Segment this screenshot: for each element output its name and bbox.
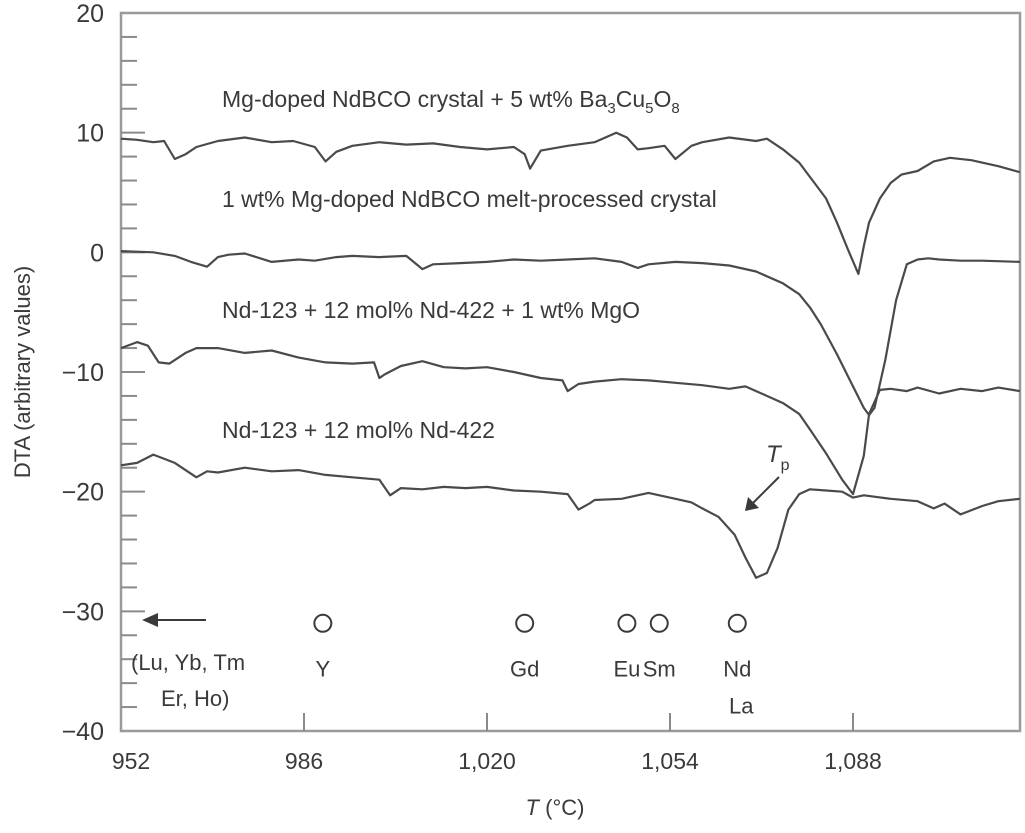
element-marker-eu — [617, 613, 637, 633]
element-label: Sm — [643, 656, 676, 681]
axis-labels: DTA (arbitrary values) T (°C) — [10, 266, 584, 820]
y-tick-label: 0 — [90, 239, 104, 267]
series-label-ba3cu5o8: Mg-doped NdBCO crystal + 5 wt% Ba3Cu5O8 — [222, 86, 680, 117]
element-label: La — [729, 693, 754, 718]
axis-ticks: 20 10 0 −10 −20 −30 −40 952 986 1,020 1,054 1,088 — [62, 0, 882, 774]
plot-axes — [119, 11, 1022, 733]
y-tick-label: −20 — [62, 479, 104, 507]
series-label-nd422: Nd-123 + 12 mol% Nd-422 — [222, 417, 495, 443]
y-tick-label: −40 — [62, 718, 104, 746]
annotations: Tp (Lu, Yb, Tm Er, Ho) — [131, 441, 790, 711]
y-tick-label: 10 — [76, 120, 104, 148]
lanthanide-note-line1: (Lu, Yb, Tm — [131, 650, 245, 675]
y-axis-label: DTA (arbitrary values) — [10, 266, 35, 478]
x-axis-label: T (°C) — [526, 795, 585, 820]
dta-curves — [120, 131, 1021, 579]
element-label: Eu — [613, 656, 640, 681]
element-marker-y — [313, 613, 333, 633]
element-marker-gd — [515, 613, 535, 633]
series-label-mgo: Nd-123 + 12 mol% Nd-422 + 1 wt% MgO — [222, 297, 640, 323]
y-tick-label: 20 — [76, 0, 104, 28]
element-label: Nd — [723, 656, 751, 681]
x-tick-label: 1,054 — [641, 748, 699, 774]
element-label: Gd — [510, 656, 539, 681]
dta-curve-1 — [120, 250, 1020, 417]
lanthanide-note-line2: Er, Ho) — [161, 686, 229, 711]
x-tick-label: 1,020 — [458, 748, 516, 774]
x-tick-label: 986 — [285, 748, 323, 774]
element-markers: Y Gd Eu Sm Nd La — [313, 613, 754, 718]
tp-arrow-head — [745, 497, 759, 511]
series-label-mg-doped-melt: 1 wt% Mg-doped NdBCO melt-processed crys… — [222, 186, 717, 212]
left-arrow-head — [142, 613, 158, 627]
element-label: Y — [315, 656, 330, 681]
plot-frame — [119, 11, 1022, 733]
dta-curve-3 — [120, 453, 1021, 579]
element-marker-nd — [727, 613, 747, 633]
tp-arrow-line — [750, 476, 780, 506]
tp-label: Tp — [766, 441, 790, 474]
y-tick-label: −10 — [62, 359, 104, 387]
dta-curve-0 — [120, 131, 1021, 275]
x-tick-label: 1,088 — [824, 748, 882, 774]
dta-curve-2 — [120, 341, 1021, 496]
y-tick-label: −30 — [62, 598, 104, 626]
series-labels: Mg-doped NdBCO crystal + 5 wt% Ba3Cu5O8 … — [222, 86, 717, 443]
x-tick-label: 952 — [112, 748, 150, 774]
element-marker-sm — [649, 613, 669, 633]
